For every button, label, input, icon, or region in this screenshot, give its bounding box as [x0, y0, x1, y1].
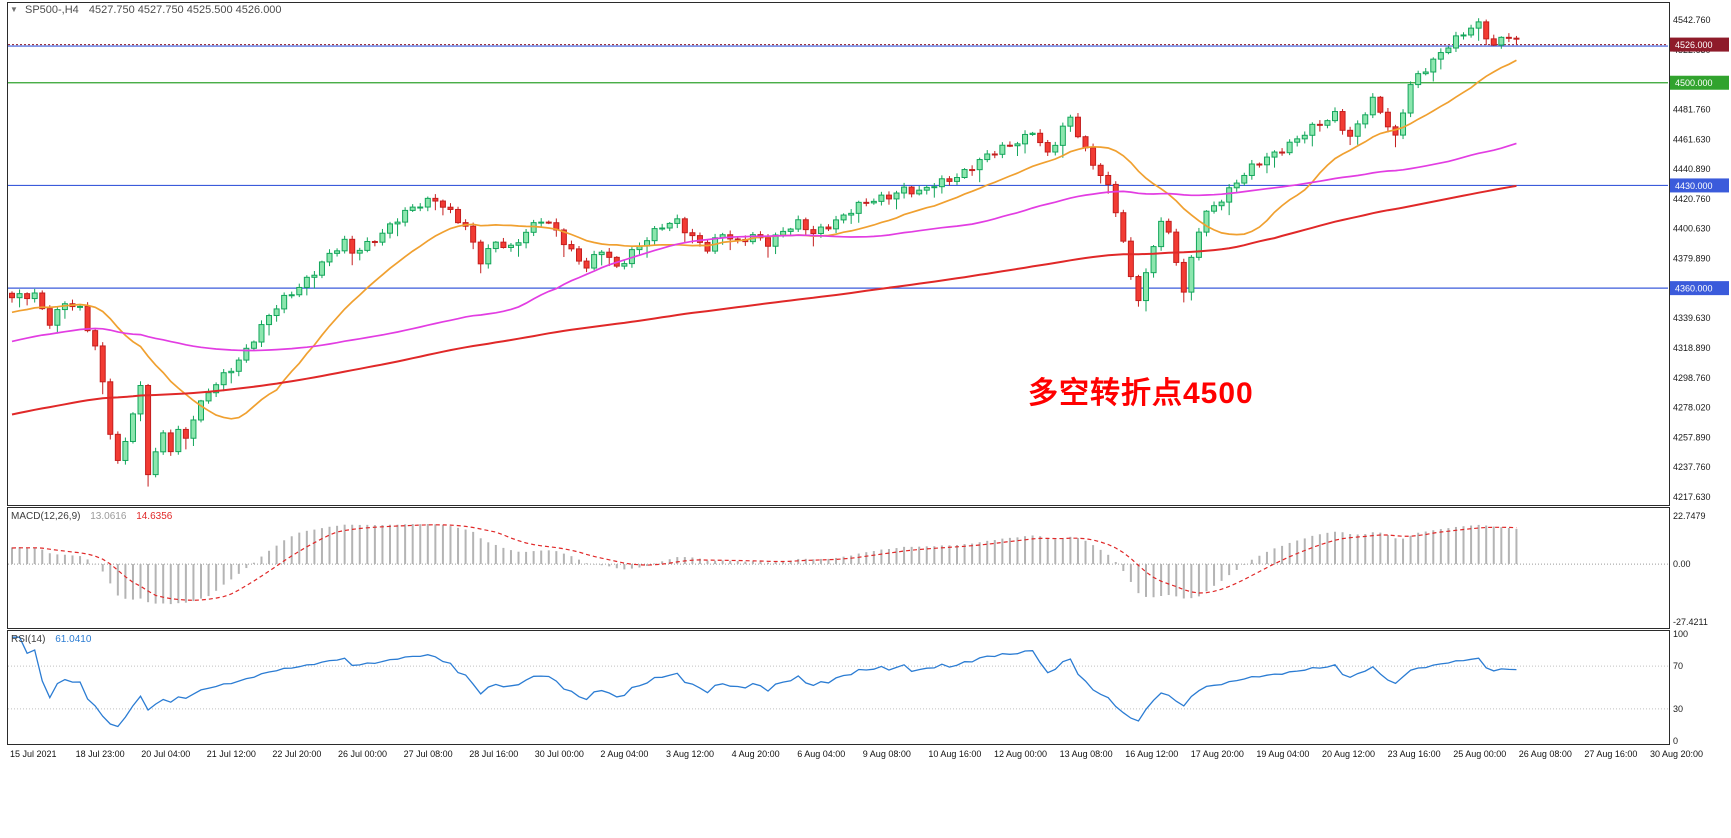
symbol-dropdown-icon[interactable]: ▼	[10, 5, 18, 14]
price-axis-tick: 4278.020	[1673, 403, 1711, 413]
macd-axis: 22.7479 0.00 -27.4211	[1673, 511, 1708, 627]
rsi-axis-tick: 100	[1673, 629, 1688, 639]
panel-frames	[7, 2, 1670, 745]
time-axis-label: 2 Aug 04:00	[600, 749, 648, 759]
main-panel-frame[interactable]	[7, 2, 1670, 506]
time-axis-label: 26 Aug 08:00	[1519, 749, 1572, 759]
rsi-axis-tick: 70	[1673, 661, 1683, 671]
price-axis-tick: 4298.760	[1673, 373, 1711, 383]
price-axis-tick: 4440.890	[1673, 164, 1711, 174]
time-axis-label: 27 Aug 16:00	[1584, 749, 1637, 759]
rsi-name: RSI(14)	[11, 634, 46, 645]
time-axis-label: 9 Aug 08:00	[863, 749, 911, 759]
rsi-panel-frame[interactable]	[7, 630, 1670, 745]
time-axis-label: 21 Jul 12:00	[207, 749, 256, 759]
time-axis[interactable]: 15 Jul 2021 18 Jul 23:00 20 Jul 04:00 21 Ju…	[10, 749, 1703, 759]
time-axis-label: 18 Jul 23:00	[76, 749, 125, 759]
time-axis-label: 19 Aug 04:00	[1256, 749, 1309, 759]
price-box	[1670, 37, 1729, 52]
macd-indicator-label: MACD(12,26,9) 13.0616 14.6356	[11, 510, 172, 524]
macd-axis-tick: 0.00	[1673, 559, 1691, 569]
moving-averages	[11, 59, 1517, 420]
macd-histogram	[11, 524, 1518, 605]
price-box	[1670, 75, 1729, 90]
macd-main-value: 13.0616	[90, 511, 127, 522]
price-axis-tick: 4542.760	[1673, 15, 1711, 25]
time-axis-label: 15 Jul 2021	[10, 749, 57, 759]
time-axis-label: 26 Jul 00:00	[338, 749, 387, 759]
rsi-axis-tick: 30	[1673, 704, 1683, 714]
time-axis-label: 22 Jul 20:00	[272, 749, 321, 759]
time-axis-label: 6 Aug 04:00	[797, 749, 845, 759]
price-label-boxes: 4500.000 4430.000 4360.000 4526.000	[1670, 37, 1729, 296]
rsi-line	[12, 636, 1517, 728]
candles-layer	[9, 18, 1520, 487]
price-axis-tick: 4339.630	[1673, 313, 1711, 323]
time-axis-label: 10 Aug 16:00	[928, 749, 981, 759]
macd-signal-line	[11, 524, 1517, 601]
price-axis-tick: 4379.890	[1673, 254, 1711, 264]
time-axis-label: 13 Aug 08:00	[1060, 749, 1113, 759]
time-axis-label: 25 Aug 00:00	[1453, 749, 1506, 759]
time-axis-label: 30 Aug 20:00	[1650, 749, 1703, 759]
time-axis-label: 17 Aug 20:00	[1191, 749, 1244, 759]
macd-axis-tick: -27.4211	[1673, 617, 1708, 627]
rsi-axis: 100 70 30 0	[1673, 629, 1688, 746]
price-axis-tick: 4481.760	[1673, 104, 1711, 114]
price-box-label: 4500.000	[1675, 78, 1713, 88]
time-axis-label: 30 Jul 00:00	[535, 749, 584, 759]
horizontal-levels	[8, 44, 1668, 289]
symbol-timeframe-label: SP500-,H4	[24, 4, 79, 16]
macd-panel-frame[interactable]	[7, 507, 1670, 629]
rsi-level-lines	[8, 665, 1668, 710]
rsi-axis-tick: 0	[1673, 736, 1678, 746]
price-axis-tick: 4400.630	[1673, 224, 1711, 234]
rsi-indicator-label: RSI(14) 61.0410	[11, 633, 91, 647]
price-box	[1670, 178, 1729, 193]
time-axis-label: 27 Jul 08:00	[404, 749, 453, 759]
chart-annotation: 多空转折点4500	[1028, 377, 1254, 410]
time-axis-label: 23 Aug 16:00	[1388, 749, 1441, 759]
time-axis-label: 3 Aug 12:00	[666, 749, 714, 759]
price-axis-tick: 4461.630	[1673, 134, 1711, 144]
chart-title: ▼ SP500-,H4 4527.750 4527.750 4525.500 4…	[10, 3, 282, 17]
price-axis-tick: 4237.760	[1673, 462, 1711, 472]
time-axis-label: 16 Aug 12:00	[1125, 749, 1178, 759]
price-box-label: 4526.000	[1675, 40, 1713, 50]
time-axis-label: 20 Jul 04:00	[141, 749, 190, 759]
price-box	[1670, 281, 1729, 296]
price-axis-tick: 4420.760	[1673, 194, 1711, 204]
price-box-label: 4430.000	[1675, 181, 1713, 191]
slow-ma-line	[11, 184, 1517, 416]
macd-axis-tick: 22.7479	[1673, 511, 1706, 521]
time-axis-label: 12 Aug 00:00	[994, 749, 1047, 759]
time-axis-label: 20 Aug 12:00	[1322, 749, 1375, 759]
time-axis-label: 4 Aug 20:00	[732, 749, 780, 759]
macd-signal-value: 14.6356	[136, 511, 173, 522]
price-axis-tick: 4217.630	[1673, 492, 1711, 502]
medium-ma-line	[11, 142, 1517, 352]
price-axis-tick: 4318.890	[1673, 343, 1711, 353]
price-box-label: 4360.000	[1675, 284, 1713, 294]
macd-name: MACD(12,26,9)	[11, 511, 81, 522]
rsi-value: 61.0410	[55, 634, 92, 645]
time-axis-label: 28 Jul 16:00	[469, 749, 518, 759]
price-axis-tick: 4257.890	[1673, 432, 1711, 442]
ohlc-readout: 4527.750 4527.750 4525.500 4526.000	[88, 4, 282, 16]
